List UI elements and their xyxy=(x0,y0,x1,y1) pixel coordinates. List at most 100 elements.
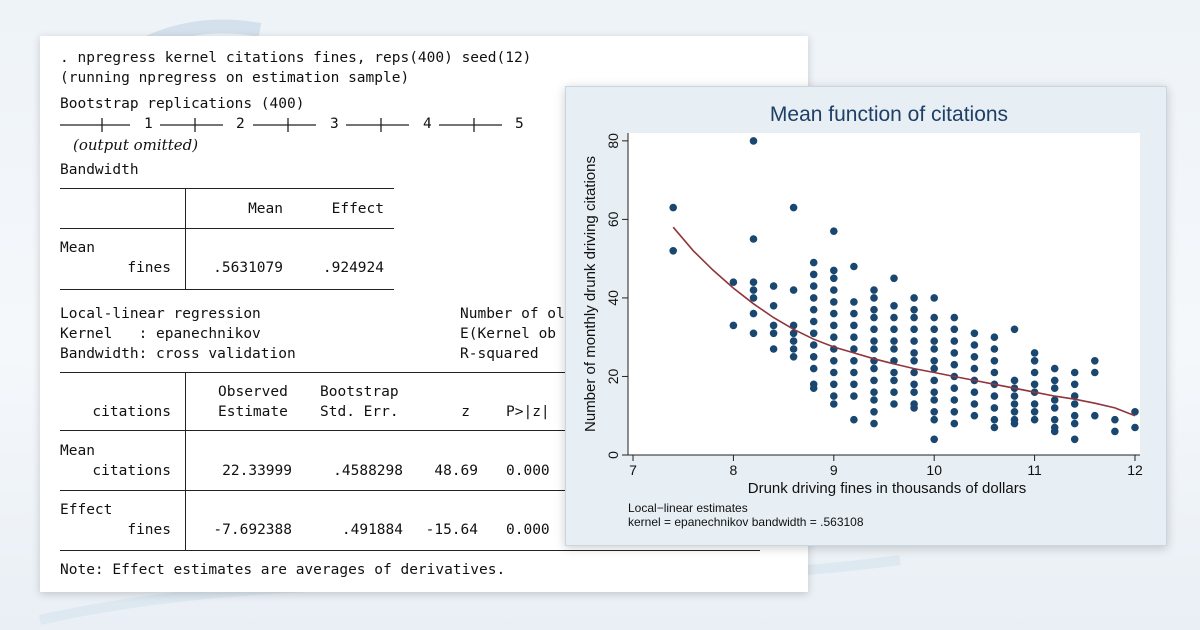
scatter-point xyxy=(850,262,858,271)
reg-table-rule-top xyxy=(60,372,760,373)
scatter-point xyxy=(850,392,858,400)
x-tick-label: 8 xyxy=(730,462,738,478)
scatter-point xyxy=(1010,400,1019,408)
scatter-point xyxy=(930,294,938,302)
bootstrap-tick-1: 1 xyxy=(144,116,153,132)
reg-table-rule-bottom xyxy=(60,550,760,551)
bootstrap-tick-4: 4 xyxy=(423,116,432,132)
llr-bandwidth: Bandwidth: cross validation xyxy=(60,346,296,362)
scatter-point xyxy=(789,203,798,212)
scatter-point xyxy=(930,415,938,424)
mean-function-line xyxy=(672,226,1136,417)
scatter-point xyxy=(669,247,677,255)
scatter-point xyxy=(870,419,878,428)
llr-obs-label: Number of ol xyxy=(460,306,565,322)
scatter-point xyxy=(850,357,858,365)
reg-effect-z: -15.64 xyxy=(425,522,478,538)
scatter-point xyxy=(930,435,938,444)
scatter-point xyxy=(950,408,959,416)
bootstrap-tick-2: 2 xyxy=(236,116,245,132)
bw-col-mean: Mean xyxy=(248,201,283,217)
bootstrap-tick-5: 5 xyxy=(515,116,524,132)
scatter-point xyxy=(910,357,918,365)
y-tick-label: 40 xyxy=(605,290,621,306)
scatter-point xyxy=(1030,400,1039,408)
scatter-point xyxy=(990,368,999,377)
scatter-point xyxy=(890,388,898,397)
scatter-point xyxy=(769,282,778,290)
scatter-point xyxy=(850,415,858,424)
scatter-point xyxy=(1070,392,1079,400)
scatter-point xyxy=(950,396,959,404)
reg-effect-group: Effect xyxy=(60,502,113,518)
scatter-point xyxy=(910,368,918,377)
scatter-point xyxy=(749,329,758,338)
scatter-point xyxy=(930,408,938,416)
scatter-point xyxy=(1070,411,1079,420)
scatter-point xyxy=(1070,380,1079,389)
scatter-point xyxy=(789,286,798,294)
reg-effect-label: fines xyxy=(127,522,171,538)
scatter-point xyxy=(910,349,918,357)
reg-dep-var: citations xyxy=(92,404,171,420)
scatter-point xyxy=(830,266,838,275)
scatter-point xyxy=(1070,435,1079,444)
scatter-point xyxy=(809,294,818,302)
reg-head-z: z xyxy=(461,404,470,420)
chart-note-1: Local−linear estimates xyxy=(628,501,748,515)
scatter-point xyxy=(850,368,858,377)
chart-note-2: kernel = epanechnikov bandwidth = .56310… xyxy=(628,515,864,529)
scatter-point xyxy=(769,345,778,353)
scatter-point xyxy=(830,400,838,408)
reg-mean-p: 0.000 xyxy=(506,463,550,479)
bootstrap-tick-3: 3 xyxy=(330,116,339,132)
scatter-point xyxy=(1030,357,1039,365)
scatter-point xyxy=(990,357,999,365)
scatter-point xyxy=(809,341,818,349)
scatter-point xyxy=(910,388,918,397)
scatter-point xyxy=(850,298,858,306)
reg-head-bootstrap: Bootstrap xyxy=(320,384,399,400)
scatter-point xyxy=(870,325,878,334)
x-axis-title: Drunk driving fines in thousands of doll… xyxy=(748,480,1026,497)
scatter-point xyxy=(789,337,798,345)
scatter-point xyxy=(950,419,959,428)
scatter-point xyxy=(1091,357,1099,365)
x-tick-label: 10 xyxy=(926,462,942,478)
scatter-point xyxy=(850,380,858,389)
scatter-point xyxy=(970,411,979,420)
scatter-point xyxy=(749,278,758,286)
scatter-point xyxy=(830,321,838,330)
scatter-point xyxy=(1030,380,1039,389)
scatter-point xyxy=(1050,404,1059,412)
reg-mean-estimate: 22.33999 xyxy=(222,463,292,479)
llr-title: Local-linear regression xyxy=(60,306,261,322)
scatter-point xyxy=(1030,368,1039,377)
scatter-point xyxy=(870,345,878,353)
scatter-point xyxy=(1131,408,1139,416)
scatter-point xyxy=(930,364,938,373)
scatter-point xyxy=(830,227,838,235)
scatter-point xyxy=(749,286,758,294)
scatter-point xyxy=(890,376,898,385)
scatter-point xyxy=(990,392,999,400)
x-tick-label: 11 xyxy=(1027,462,1042,478)
scatter-point xyxy=(870,408,878,416)
scatter-point xyxy=(870,376,878,385)
scatter-point xyxy=(809,384,818,393)
bootstrap-header: Bootstrap replications (400) xyxy=(60,96,305,112)
llr-rsquared-label: R-squared xyxy=(460,346,539,362)
scatter-point xyxy=(830,286,838,294)
scatter-point xyxy=(830,392,838,400)
scatter-point xyxy=(1010,325,1019,334)
scatter-point xyxy=(910,404,918,412)
scatter-point xyxy=(990,415,999,424)
bw-mean-value: .5631079 xyxy=(213,260,283,276)
scatter-point xyxy=(789,345,798,353)
scatter-point xyxy=(870,305,878,314)
scatter-point xyxy=(1070,419,1079,428)
scatter-point xyxy=(970,400,979,408)
bw-row-label: fines xyxy=(127,260,171,276)
y-tick-label: 0 xyxy=(605,451,621,459)
scatter-point xyxy=(950,337,959,345)
